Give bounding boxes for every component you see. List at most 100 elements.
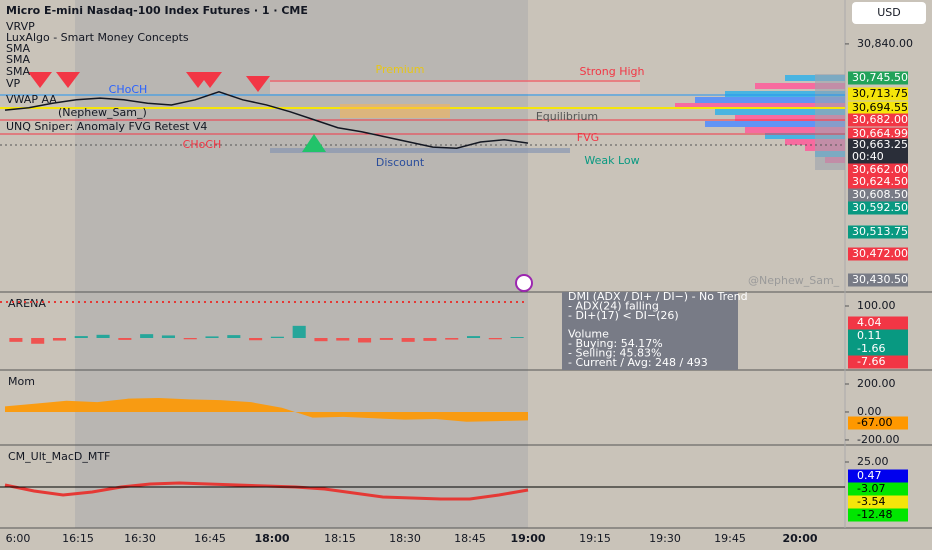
time-label: 19:30 <box>649 532 681 545</box>
currency-label[interactable]: USD <box>877 6 901 19</box>
indicator-name: SMA <box>6 53 30 66</box>
histogram-bar <box>379 338 393 340</box>
volume-profile-bar <box>725 91 845 97</box>
annotation: Discount <box>376 156 425 169</box>
tooltip-line: - ADX(24) falling <box>568 299 659 312</box>
histogram-bar <box>401 338 415 342</box>
indicator-name: VWAP AA <box>6 93 57 106</box>
time-label: 18:45 <box>454 532 486 545</box>
price-badge <box>848 175 908 189</box>
price-badge-label: 30,624.50 <box>852 175 908 188</box>
panel-title: Mom <box>8 375 35 388</box>
session-shade <box>75 0 528 528</box>
value-badge-label: 0.47 <box>857 469 882 482</box>
annotation: Weak Low <box>584 154 639 167</box>
histogram-bar <box>423 338 437 341</box>
buy-signal <box>302 134 326 152</box>
panel-title: ARENA <box>8 297 46 310</box>
currency-button[interactable] <box>852 2 926 24</box>
value-badge <box>848 508 908 522</box>
value-badge <box>848 495 908 509</box>
value-badge <box>848 482 908 496</box>
histogram-bar <box>9 338 23 342</box>
price-badge-label: 30,682.00 <box>852 113 908 126</box>
indicator-name: VRVP <box>6 20 35 33</box>
watermark: @Nephew_Sam_ <box>748 274 840 287</box>
histogram-bar <box>314 338 328 342</box>
histogram-bar <box>358 338 372 343</box>
alert-icon[interactable] <box>515 274 533 292</box>
price-badge <box>848 87 908 101</box>
volume-profile-bar <box>715 109 845 115</box>
price-badge <box>848 113 908 127</box>
volume-profile-bar <box>705 121 845 127</box>
tooltip-line: Volume <box>568 328 609 341</box>
value-badge <box>848 316 908 330</box>
price-badge-label: 30,608.50 <box>852 188 908 201</box>
time-label: 19:15 <box>579 532 611 545</box>
sell-signal <box>56 72 80 88</box>
indicator-name: UNQ Sniper: Anomaly FVG Retest V4 <box>6 120 207 133</box>
annotation: CHoCH <box>109 83 148 96</box>
value-badge <box>848 342 908 356</box>
time-label: 16:15 <box>62 532 94 545</box>
price-badge <box>848 138 908 152</box>
premium-zone <box>270 80 640 94</box>
panel-title: CM_Ult_MacD_MTF <box>8 450 110 463</box>
sell-signal <box>246 76 270 92</box>
time-label: 18:15 <box>324 532 356 545</box>
value-badge-label: -7.66 <box>857 355 885 368</box>
price-line <box>4 91 529 150</box>
macd-line <box>4 481 529 501</box>
time-label: 6:00 <box>6 532 31 545</box>
price-badge <box>848 273 908 287</box>
tooltip-line: DMI (ADX / DI+ / DI−) - No Trend <box>568 290 748 303</box>
tooltip-line: - Selling: 45.83% <box>568 346 661 359</box>
annotation: Equilibrium <box>536 110 598 123</box>
volume-profile-bar <box>765 133 845 139</box>
histogram-bar <box>227 335 241 338</box>
price-badge <box>848 188 908 202</box>
histogram-bar <box>270 336 284 338</box>
volume-profile-bar <box>695 97 845 103</box>
price-badge-label: 30,430.50 <box>852 273 908 286</box>
volume-profile-bar <box>675 103 845 109</box>
annotation: Strong High <box>579 65 644 78</box>
indicator-name: SMA <box>6 65 30 78</box>
tooltip <box>562 292 738 370</box>
histogram-bar <box>96 334 110 338</box>
histogram-bar <box>140 334 154 338</box>
time-label: 19:00 <box>510 532 545 545</box>
histogram-bar <box>74 336 88 338</box>
histogram-bar <box>466 336 481 338</box>
price-badge-label: 30,592.50 <box>852 201 908 214</box>
sell-signal <box>28 72 52 88</box>
time-label: 19:45 <box>714 532 746 545</box>
volume-profile-bar <box>735 115 845 121</box>
histogram-bar <box>488 338 502 340</box>
price-badge-label: 30,513.75 <box>852 225 908 238</box>
time-label: 20:00 <box>782 532 817 545</box>
sell-signal <box>198 72 222 88</box>
time-label: 18:00 <box>254 532 289 545</box>
y-tick-label: 25.00 <box>857 455 889 468</box>
value-badge-label: -67.00 <box>857 416 892 429</box>
histogram-bar <box>161 335 175 338</box>
value-badge-label: -12.48 <box>857 508 892 521</box>
price-badge <box>848 247 908 261</box>
value-badge-label: 0.11 <box>857 329 882 342</box>
histogram-bar <box>183 338 197 340</box>
time-label: 18:30 <box>389 532 421 545</box>
value-badge <box>848 355 908 369</box>
price-badge <box>848 127 908 141</box>
tooltip-line: - DI+(17) < DI−(26) <box>568 309 679 322</box>
histogram-bar <box>118 338 132 340</box>
price-badge-label: 00:40 <box>852 150 884 163</box>
time-label: 16:45 <box>194 532 226 545</box>
price-badge-label: 30,663.25 <box>852 138 908 151</box>
discount-zone <box>270 148 570 153</box>
y-tick-label: 30,840.00 <box>857 37 913 50</box>
fvg-zone <box>340 104 450 118</box>
histogram-bar <box>205 336 219 338</box>
